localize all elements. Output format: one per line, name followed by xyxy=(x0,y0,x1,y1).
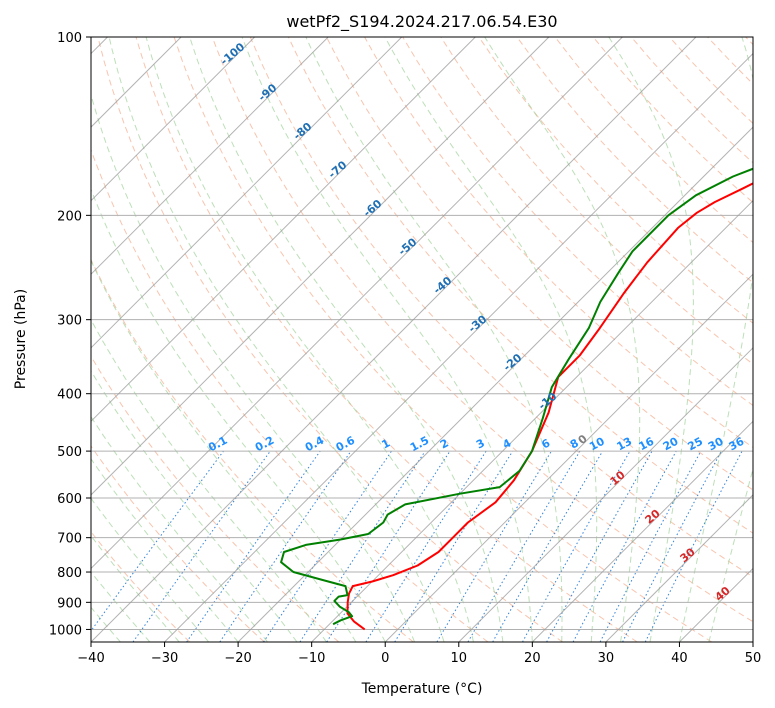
y-tick-label: 200 xyxy=(57,209,82,224)
y-tick-label: 900 xyxy=(57,596,82,611)
x-tick-label: 10 xyxy=(451,651,468,666)
x-tick-label: 50 xyxy=(745,651,762,666)
x-tick-label: 20 xyxy=(524,651,541,666)
y-tick-label: 600 xyxy=(57,492,82,507)
x-axis-label: Temperature (°C) xyxy=(361,681,483,697)
chart-title: wetPf2_S194.2024.217.06.54.E30 xyxy=(286,12,557,32)
y-tick-label: 300 xyxy=(57,314,82,329)
plot-background xyxy=(91,37,753,642)
y-tick-label: 700 xyxy=(57,532,82,547)
x-tick-label: 40 xyxy=(671,651,688,666)
x-tick-label: −20 xyxy=(224,651,251,666)
isotherm-gridline xyxy=(753,37,775,642)
y-tick-label: 100 xyxy=(57,31,82,46)
y-tick-label: 500 xyxy=(57,445,82,460)
x-tick-label: 0 xyxy=(381,651,389,666)
x-tick-label: −40 xyxy=(77,651,104,666)
y-axis-label: Pressure (hPa) xyxy=(13,289,29,389)
x-tick-label: 30 xyxy=(598,651,615,666)
y-tick-label: 1000 xyxy=(49,623,82,638)
y-tick-label: 800 xyxy=(57,566,82,581)
y-tick-label: 400 xyxy=(57,388,82,403)
x-tick-label: −10 xyxy=(298,651,325,666)
x-tick-label: −30 xyxy=(151,651,178,666)
